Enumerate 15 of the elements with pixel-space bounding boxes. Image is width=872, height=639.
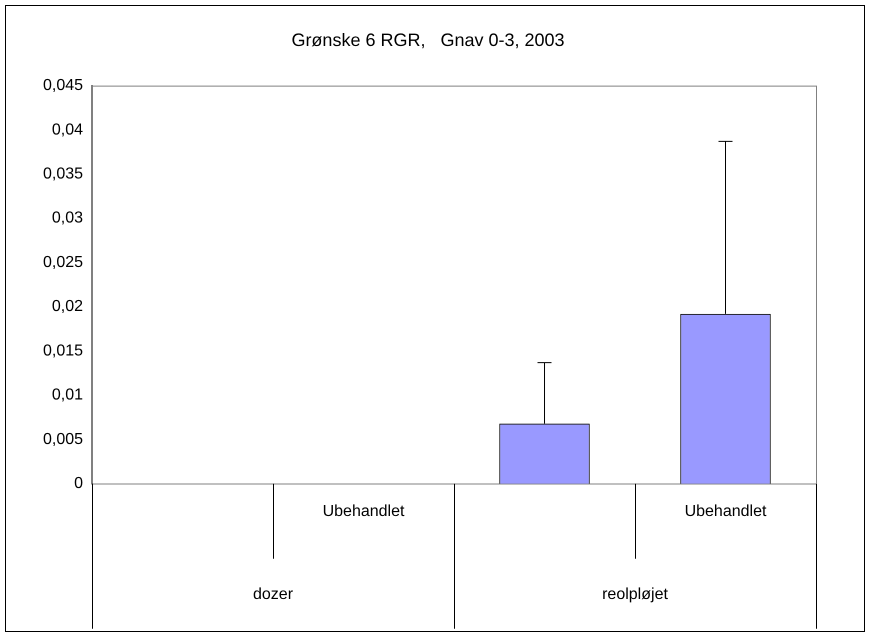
y-tick-label: 0,01	[52, 386, 84, 404]
x-tick-label: Ubehandlet	[322, 502, 405, 520]
y-tick-label: 0,015	[42, 342, 84, 360]
text: reolpløjet	[602, 586, 668, 604]
y-tick-label: 0,005	[42, 430, 84, 448]
y-tick-label: 0,035	[42, 165, 84, 182]
y-tick-label: 0,025	[42, 254, 84, 271]
y-tick-label: 0,045	[42, 77, 84, 94]
x-tick-label: Ubehandlet	[684, 502, 767, 520]
text: dozer	[253, 586, 294, 604]
y-tick-label: 0	[74, 475, 84, 492]
y-tick-label: 0,02	[52, 298, 84, 316]
y-tick-label: 0,03	[52, 210, 84, 227]
chart-title: Grønske 6 RGR, Gnav 0-3, 2003	[291, 30, 565, 50]
y-tick-label: 0,04	[52, 121, 84, 138]
